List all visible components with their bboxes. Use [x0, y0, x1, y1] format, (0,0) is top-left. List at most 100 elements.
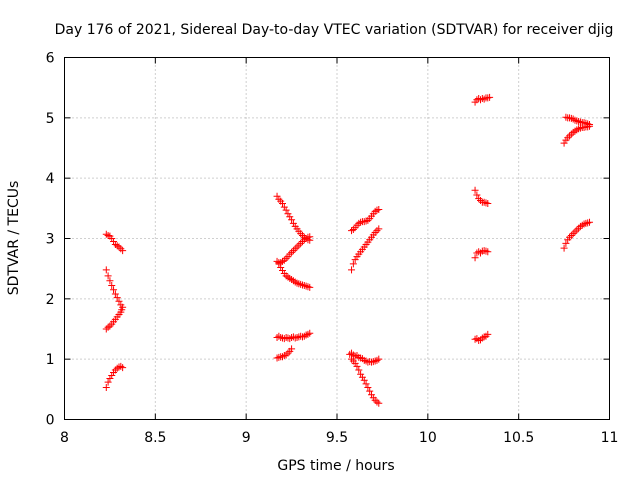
- data-point: [477, 336, 485, 344]
- data-point: [275, 195, 283, 203]
- data-point: [349, 225, 357, 233]
- data-point: [289, 219, 297, 227]
- data-point: [482, 247, 490, 255]
- data-point: [484, 248, 492, 256]
- data-point: [293, 279, 301, 287]
- data-point: [576, 222, 584, 230]
- data-point: [471, 186, 479, 194]
- series-s9d: [273, 329, 314, 343]
- data-point: [279, 257, 286, 265]
- data-point: [375, 206, 383, 214]
- x-axis-label: GPS time / hours: [277, 458, 394, 474]
- data-point: [113, 294, 121, 302]
- data-point: [480, 333, 488, 341]
- data-point: [119, 364, 127, 372]
- y-tick-label: 3: [46, 232, 55, 248]
- data-point: [567, 231, 575, 239]
- data-point: [471, 335, 479, 343]
- data-point: [113, 242, 121, 250]
- data-point: [306, 329, 314, 337]
- data-point: [115, 363, 123, 371]
- data-point: [351, 256, 359, 264]
- data-point: [286, 213, 294, 221]
- data-point: [119, 247, 127, 255]
- x-tick-label: 8.5: [144, 430, 166, 446]
- data-point: [358, 355, 366, 363]
- data-point: [373, 227, 381, 235]
- data-point: [571, 116, 579, 124]
- data-point: [288, 345, 296, 353]
- series-s107b: [560, 122, 594, 147]
- x-tick-label: 11: [601, 430, 619, 446]
- data-point: [484, 94, 492, 102]
- grid: [64, 57, 610, 420]
- data-point: [471, 254, 479, 262]
- data-point: [560, 244, 568, 252]
- data-point: [279, 353, 286, 361]
- data-point: [484, 330, 492, 338]
- y-tick-label: 6: [46, 51, 55, 67]
- data-point: [282, 254, 290, 262]
- data-point: [102, 325, 110, 333]
- y-tick-label: 2: [46, 292, 55, 308]
- x-tick-label: 9: [242, 430, 251, 446]
- data-point: [295, 241, 303, 249]
- data-point: [273, 192, 281, 200]
- data-point: [300, 236, 308, 244]
- data-point: [373, 398, 381, 406]
- data-point: [576, 124, 584, 132]
- data-point: [275, 353, 283, 361]
- data-point: [297, 280, 305, 288]
- x-tick-label: 10.5: [503, 430, 534, 446]
- data-point: [113, 364, 121, 372]
- data-point: [486, 93, 494, 101]
- data-point: [360, 376, 368, 384]
- data-point: [371, 207, 379, 215]
- data-point: [364, 216, 372, 224]
- data-point: [277, 263, 285, 271]
- data-point: [368, 391, 376, 399]
- data-point: [473, 191, 481, 199]
- data-point: [478, 95, 486, 103]
- series-s10d: [471, 330, 492, 344]
- data-point: [371, 357, 379, 365]
- data-point: [348, 266, 356, 274]
- data-point: [586, 122, 594, 130]
- data-point: [279, 200, 286, 208]
- data-point: [566, 114, 574, 122]
- data-point: [480, 247, 488, 255]
- data-point: [357, 354, 365, 362]
- data-point: [289, 277, 297, 285]
- data-point: [586, 218, 594, 226]
- y-tick-label: 5: [46, 111, 55, 127]
- x-tick-label: 8: [60, 430, 69, 446]
- data-point: [564, 134, 572, 142]
- data-point: [477, 249, 485, 257]
- data-point: [288, 216, 296, 224]
- data-point: [375, 225, 383, 233]
- data-point: [584, 123, 592, 131]
- data-point: [562, 239, 570, 247]
- data-point: [288, 276, 296, 284]
- data-point: [108, 282, 116, 290]
- data-point: [349, 260, 357, 268]
- data-point: [106, 322, 114, 330]
- series-s9e: [273, 345, 296, 362]
- data-point: [289, 247, 297, 255]
- series-s9a: [273, 192, 314, 244]
- data-point: [355, 366, 363, 374]
- series-s95a: [348, 206, 383, 235]
- data-point: [578, 221, 586, 229]
- data-point: [111, 290, 119, 298]
- series-s95c: [346, 349, 383, 366]
- data-point: [477, 196, 485, 204]
- data-point: [279, 266, 286, 274]
- data-point: [362, 357, 370, 365]
- data-point: [580, 220, 588, 228]
- data-point: [569, 115, 577, 123]
- data-point: [291, 245, 299, 253]
- data-point: [569, 230, 577, 238]
- data-point: [298, 231, 306, 239]
- data-point: [304, 330, 312, 338]
- data-point: [575, 224, 583, 232]
